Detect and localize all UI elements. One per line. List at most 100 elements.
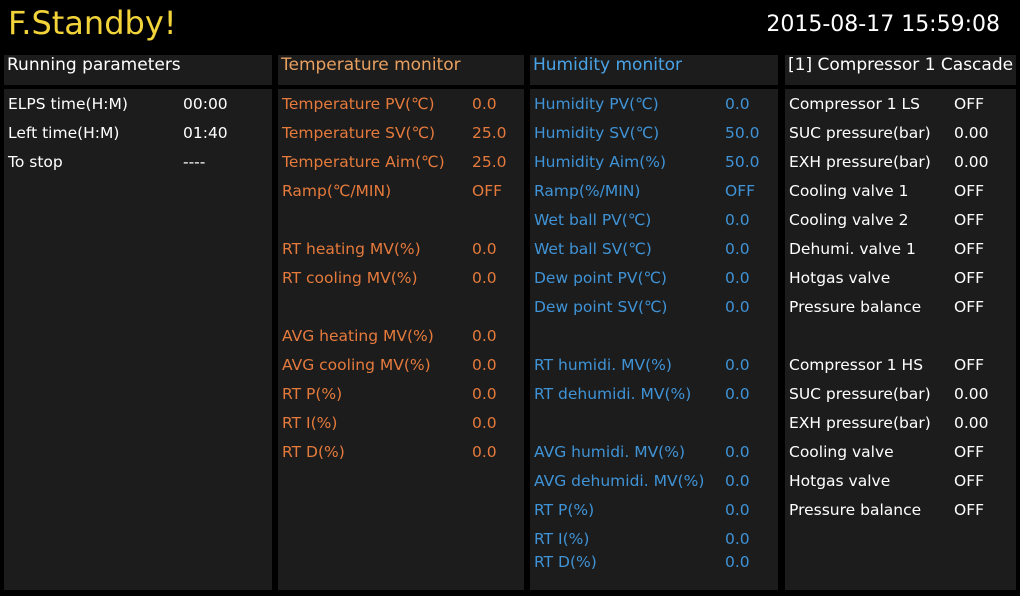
param-value: 0.0 bbox=[725, 501, 750, 519]
param-value: OFF bbox=[954, 182, 985, 200]
param-label: RT heating MV(%) bbox=[282, 240, 421, 258]
param-label: Wet ball PV(℃) bbox=[534, 211, 652, 229]
param-label: EXH pressure(bar) bbox=[789, 414, 931, 432]
param-value: 0.0 bbox=[725, 385, 750, 403]
param-value: 0.0 bbox=[472, 269, 497, 287]
param-value: OFF bbox=[954, 240, 985, 258]
param-value: 50.0 bbox=[725, 153, 760, 171]
param-value: 0.00 bbox=[954, 414, 989, 432]
param-value: 0.0 bbox=[725, 472, 750, 490]
param-label: Temperature SV(℃) bbox=[282, 124, 436, 142]
param-label: Compressor 1 HS bbox=[789, 356, 924, 374]
param-label: RT humidi. MV(%) bbox=[534, 356, 672, 374]
panel-title: [1] Compressor 1 Cascade bbox=[788, 55, 1014, 75]
param-label: Hotgas valve bbox=[789, 472, 891, 490]
param-label: Temperature PV(℃) bbox=[282, 95, 435, 113]
status-title: F.Standby! bbox=[8, 4, 177, 42]
param-label: Dehumi. valve 1 bbox=[789, 240, 916, 258]
param-label: Cooling valve bbox=[789, 443, 894, 461]
param-label: Pressure balance bbox=[789, 501, 922, 519]
panel-title: Temperature monitor bbox=[281, 55, 461, 75]
param-label: Humidity Aim(%) bbox=[534, 153, 667, 171]
panel-body: Humidity PV(℃) 0.0 Humidity SV(℃) 50.0 Humid… bbox=[530, 89, 778, 590]
param-label: RT P(%) bbox=[534, 501, 595, 519]
param-label: EXH pressure(bar) bbox=[789, 153, 931, 171]
param-value: 0.0 bbox=[725, 443, 750, 461]
param-label: Compressor 1 LS bbox=[789, 95, 921, 113]
param-label: Humidity PV(℃) bbox=[534, 95, 659, 113]
param-value: 0.00 bbox=[954, 124, 989, 142]
param-value: 0.0 bbox=[725, 240, 750, 258]
param-value: 0.0 bbox=[725, 298, 750, 316]
param-label: Left time(H:M) bbox=[8, 124, 120, 142]
param-value: 0.0 bbox=[725, 530, 750, 548]
param-label: RT I(%) bbox=[282, 414, 338, 432]
param-label: AVG cooling MV(%) bbox=[282, 356, 431, 374]
param-label: AVG heating MV(%) bbox=[282, 327, 434, 345]
panel-header: Running parameters bbox=[4, 55, 272, 85]
datetime: 2015-08-17 15:59:08 bbox=[766, 12, 1000, 37]
param-value: 0.00 bbox=[954, 153, 989, 171]
param-label: Ramp(℃/MIN) bbox=[282, 182, 392, 200]
param-label: SUC pressure(bar) bbox=[789, 124, 931, 142]
param-label: Humidity SV(℃) bbox=[534, 124, 660, 142]
param-value: 01:40 bbox=[183, 124, 228, 142]
panel-header: [1] Compressor 1 Cascade bbox=[785, 55, 1016, 85]
param-label: Ramp(%/MIN) bbox=[534, 182, 641, 200]
param-value: 0.0 bbox=[725, 95, 750, 113]
param-value: OFF bbox=[954, 95, 985, 113]
param-value: 0.0 bbox=[725, 269, 750, 287]
param-label: To stop bbox=[8, 153, 63, 171]
panel-header: Humidity monitor bbox=[530, 55, 778, 85]
param-label: Cooling valve 1 bbox=[789, 182, 909, 200]
param-label: RT D(%) bbox=[534, 553, 597, 571]
param-value: 0.0 bbox=[472, 385, 497, 403]
param-value: 0.0 bbox=[472, 443, 497, 461]
param-value: OFF bbox=[954, 269, 985, 287]
param-value: 0.00 bbox=[954, 385, 989, 403]
param-value: 0.0 bbox=[725, 211, 750, 229]
param-value: OFF bbox=[954, 443, 985, 461]
param-value: OFF bbox=[954, 211, 985, 229]
param-value: 25.0 bbox=[472, 124, 507, 142]
panel-title: Humidity monitor bbox=[533, 55, 682, 75]
param-label: RT dehumidi. MV(%) bbox=[534, 385, 692, 403]
param-value: 0.0 bbox=[725, 356, 750, 374]
param-value: OFF bbox=[472, 182, 503, 200]
param-value: 00:00 bbox=[183, 95, 228, 113]
param-value: 50.0 bbox=[725, 124, 760, 142]
param-label: RT D(%) bbox=[282, 443, 345, 461]
param-value: OFF bbox=[954, 356, 985, 374]
param-value: OFF bbox=[954, 472, 985, 490]
param-value: OFF bbox=[954, 298, 985, 316]
param-label: Wet ball SV(℃) bbox=[534, 240, 652, 258]
param-value: OFF bbox=[954, 501, 985, 519]
param-label: RT P(%) bbox=[282, 385, 343, 403]
param-value: OFF bbox=[725, 182, 756, 200]
param-value: 0.0 bbox=[472, 240, 497, 258]
param-label: SUC pressure(bar) bbox=[789, 385, 931, 403]
panel-title: Running parameters bbox=[7, 55, 181, 75]
param-value: 0.0 bbox=[472, 356, 497, 374]
param-label: Pressure balance bbox=[789, 298, 922, 316]
param-label: ELPS time(H:M) bbox=[8, 95, 128, 113]
param-label: Hotgas valve bbox=[789, 269, 891, 287]
param-label: Dew point PV(℃) bbox=[534, 269, 667, 287]
param-label: RT cooling MV(%) bbox=[282, 269, 418, 287]
param-label: RT I(%) bbox=[534, 530, 590, 548]
panel-body: Temperature PV(℃) 0.0 Temperature SV(℃) 25.… bbox=[278, 89, 524, 590]
param-label: AVG humidi. MV(%) bbox=[534, 443, 686, 461]
param-label: Temperature Aim(℃) bbox=[282, 153, 445, 171]
param-value: 0.0 bbox=[472, 95, 497, 113]
param-value: ---- bbox=[183, 153, 206, 171]
panel-header: Temperature monitor bbox=[278, 55, 524, 85]
panel-body: Compressor 1 LS OFF SUC pressure(bar) 0.00 E… bbox=[785, 89, 1016, 590]
param-label: AVG dehumidi. MV(%) bbox=[534, 472, 705, 490]
param-value: 25.0 bbox=[472, 153, 507, 171]
param-value: 0.0 bbox=[472, 327, 497, 345]
param-label: Cooling valve 2 bbox=[789, 211, 909, 229]
panel-body: ELPS time(H:M) 00:00 Left time(H:M) 01:40 To… bbox=[4, 89, 272, 590]
param-value: 0.0 bbox=[472, 414, 497, 432]
param-value: 0.0 bbox=[725, 553, 750, 571]
